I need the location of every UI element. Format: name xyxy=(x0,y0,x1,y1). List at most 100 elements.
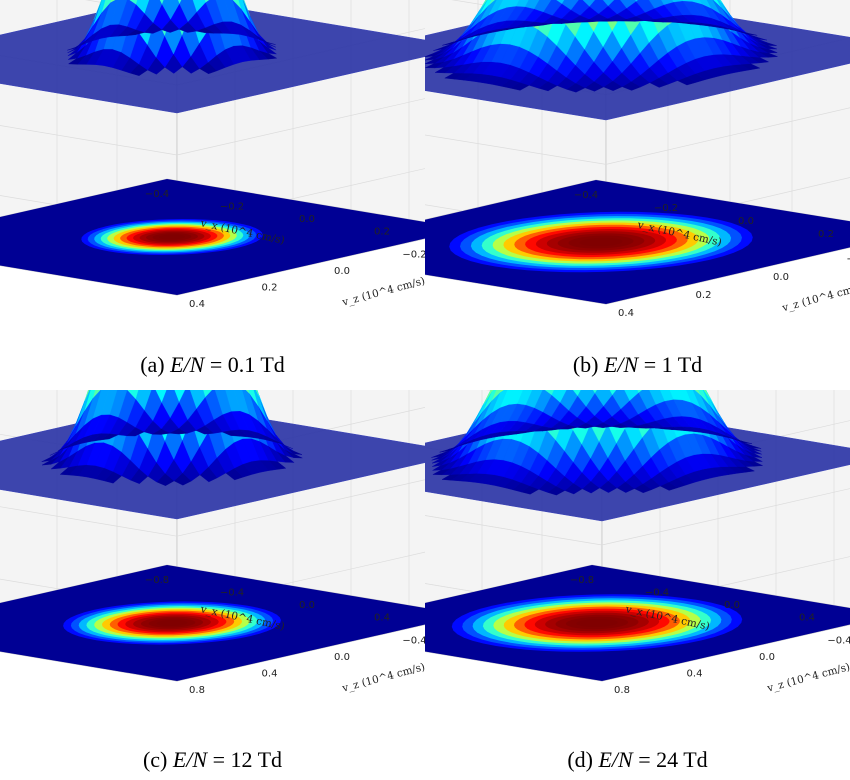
caption-d: (d) E/N = 24 Td xyxy=(425,747,850,773)
y-tick-label: 0.0 xyxy=(773,272,789,283)
y-tick-label: 0.2 xyxy=(262,283,278,294)
caption-value: = 0.1 Td xyxy=(204,352,285,377)
surface-patch xyxy=(169,428,188,435)
x-tick-label: −0.4 xyxy=(574,190,598,201)
x-tick-label: 0.0 xyxy=(299,214,315,225)
contour-band xyxy=(590,239,612,245)
caption-c: (c) E/N = 12 Td xyxy=(0,747,425,773)
x-tick-label: −0.8 xyxy=(570,575,594,586)
panel-d: 0.00.40.81.21.62.02.4f(v_x, v_z)(10^-17)… xyxy=(425,390,850,780)
y-axis-label: v_z (10^4 cm/s) xyxy=(340,275,425,309)
surface-patch xyxy=(505,26,525,31)
surface-patch xyxy=(143,22,163,34)
surface-patch xyxy=(500,390,505,393)
contour-projection xyxy=(425,180,850,304)
y-tick-label: 0.2 xyxy=(696,290,712,301)
surface-patch xyxy=(655,427,673,430)
x-tick-label: −0.4 xyxy=(145,189,169,200)
surface-patch xyxy=(151,428,171,435)
surface-mesh xyxy=(0,390,425,520)
surface-mesh xyxy=(425,0,850,121)
caption-value: = 1 Td xyxy=(638,352,703,377)
surface-plot-d: 0.00.40.81.21.62.02.4f(v_x, v_z)(10^-17)… xyxy=(425,390,850,696)
surface-patch xyxy=(195,425,214,435)
x-tick-label: 0.2 xyxy=(374,227,390,238)
x-tick-label: 0.4 xyxy=(374,613,390,624)
surface-patch xyxy=(161,19,180,33)
surface-mesh xyxy=(425,390,850,522)
contour-projection xyxy=(0,565,425,681)
caption-value: = 12 Td xyxy=(207,747,283,772)
surface-patch xyxy=(561,20,580,24)
surface-plot-b: 061218f(v_x, v_z)(10^-17)−0.4−0.20.00.20… xyxy=(425,0,850,319)
caption-b: (b) E/N = 1 Td xyxy=(425,352,850,378)
y-tick-label: 0.8 xyxy=(189,685,205,696)
caption-ratio: E/N xyxy=(172,747,208,772)
surface-patch xyxy=(516,431,534,435)
surface-patch xyxy=(644,19,664,23)
x-tick-label: 0.0 xyxy=(299,600,315,611)
caption-value: = 24 Td xyxy=(632,747,708,772)
surface-patch xyxy=(579,19,599,23)
panel-b: 061218f(v_x, v_z)(10^-17)−0.4−0.20.00.20… xyxy=(425,0,850,390)
surface-patch xyxy=(616,19,636,22)
x-tick-label: 0.2 xyxy=(818,229,834,240)
surface-patch xyxy=(672,22,692,25)
x-tick-label: −0.4 xyxy=(645,588,669,599)
contour-band xyxy=(164,621,180,625)
surface-mesh xyxy=(0,0,425,114)
surface-patch xyxy=(576,422,596,429)
surface-patch xyxy=(593,422,613,429)
y-tick-label: 0.0 xyxy=(334,652,350,663)
x-tick-label: −0.8 xyxy=(145,575,169,586)
surface-patch xyxy=(221,430,241,437)
surface-patch xyxy=(629,425,647,429)
surface-patch xyxy=(598,18,617,22)
contour-band xyxy=(586,620,608,626)
caption-a: (a) E/N = 0.1 Td xyxy=(0,352,425,378)
caption-ratio: E/N xyxy=(170,352,205,377)
y-tick-label: 0.4 xyxy=(189,299,205,310)
y-tick-label: −0.2 xyxy=(402,250,425,261)
y-tick-label: −0.2 xyxy=(846,254,850,265)
caption-ratio: E/N xyxy=(603,352,639,377)
surface-patch xyxy=(126,427,145,437)
y-axis-label: v_z (10^4 cm/s) xyxy=(765,661,850,695)
surface-patch xyxy=(195,27,214,34)
y-tick-label: 0.8 xyxy=(614,685,630,696)
surface-patch xyxy=(533,22,553,27)
surface-plot-c: 01234f(v_x, v_z)(10^-17)−0.8−0.40.00.40.… xyxy=(0,390,425,696)
surface-patch xyxy=(542,427,560,432)
panel-c: 01234f(v_x, v_z)(10^-17)−0.8−0.40.00.40.… xyxy=(0,390,425,780)
surface-plot-a: 05101520253035f(v_x, v_z)(10^-17)−0.4−0.… xyxy=(0,0,425,310)
y-tick-label: −0.4 xyxy=(402,636,425,647)
contour-band xyxy=(165,235,179,239)
surface-patch xyxy=(178,21,197,33)
x-tick-label: −0.2 xyxy=(220,202,244,213)
y-tick-label: 0.0 xyxy=(759,652,775,663)
caption-ratio: E/N xyxy=(598,747,633,772)
x-tick-label: 0.4 xyxy=(799,613,815,624)
y-tick-label: −0.4 xyxy=(827,636,850,647)
contour-projection xyxy=(0,179,425,295)
x-tick-label: −0.2 xyxy=(654,203,678,214)
contour-projection xyxy=(425,565,850,681)
y-tick-label: 0.4 xyxy=(687,669,703,680)
surface-patch xyxy=(126,29,146,36)
caption-prefix: (a) xyxy=(140,352,171,377)
y-tick-label: 0.4 xyxy=(262,669,278,680)
x-tick-label: 0.0 xyxy=(738,216,754,227)
surface-patch xyxy=(559,424,578,430)
panel-a: 05101520253035f(v_x, v_z)(10^-17)−0.4−0.… xyxy=(0,0,425,390)
caption-prefix: (c) xyxy=(142,747,173,772)
caption-prefix: (b) xyxy=(572,352,604,377)
surface-patch xyxy=(611,423,630,428)
surface-patch xyxy=(100,433,119,441)
caption-prefix: (d) xyxy=(567,747,599,772)
y-tick-label: 0.4 xyxy=(618,308,634,319)
y-axis-label: v_z (10^4 cm/s) xyxy=(340,661,425,695)
x-tick-label: 0.0 xyxy=(724,600,740,611)
y-tick-label: 0.0 xyxy=(334,266,350,277)
x-tick-label: −0.4 xyxy=(220,588,244,599)
y-axis-label: v_z (10^4 cm/s) xyxy=(780,281,850,315)
